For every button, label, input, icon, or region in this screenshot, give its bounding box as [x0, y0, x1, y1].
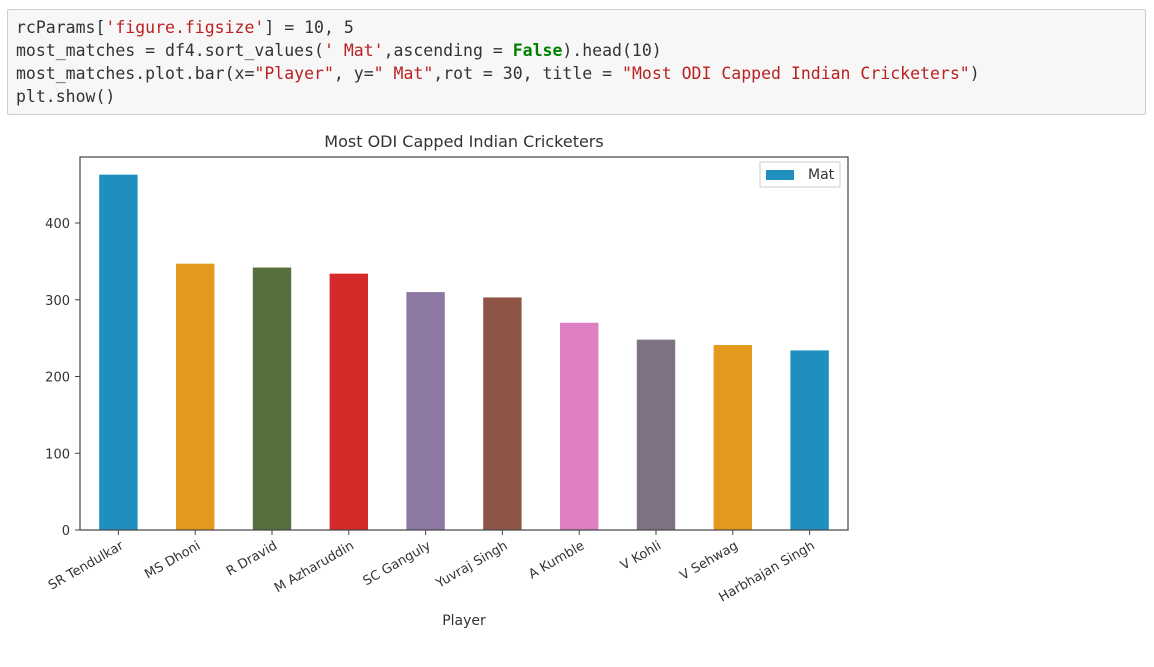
- bar-a-kumble: [560, 322, 599, 530]
- bar-ms-dhoni: [176, 263, 215, 530]
- bar-chart: Most ODI Capped Indian Cricketers 0 100 20…: [45, 132, 849, 629]
- code-token: "Most ODI Capped Indian Cricketers": [622, 64, 970, 83]
- bar-harbhajan-singh: [790, 350, 829, 530]
- plot-frame: [79, 156, 849, 531]
- bar-sc-ganguly: [406, 292, 445, 530]
- x-tick-label: V Kohli: [618, 538, 664, 573]
- y-tick-label: 100: [45, 447, 70, 462]
- chart-title: Most ODI Capped Indian Cricketers: [324, 132, 603, 151]
- y-axis: 0 100 200 300 400: [45, 217, 80, 539]
- bar-r-dravid: [252, 267, 292, 530]
- bar-v-sehwag: [713, 345, 752, 530]
- x-axis-label: Player: [442, 613, 486, 629]
- y-tick-label: 400: [45, 217, 70, 232]
- x-tick-label: M Azharuddin: [272, 538, 357, 596]
- code-cell[interactable]: rcParams['figure.figsize'] = 10, 5 most_m…: [7, 9, 1146, 115]
- bar-v-kohli: [636, 339, 676, 530]
- code-token: ,rot = 30, title =: [433, 64, 623, 83]
- x-tick-label: MS Dhoni: [142, 538, 203, 582]
- legend-box: [759, 161, 841, 188]
- code-token: most_matches.plot.bar(x=: [16, 64, 255, 83]
- y-tick-label: 300: [45, 294, 70, 309]
- code-token: 'figure.figsize': [105, 18, 265, 37]
- plot-output: Most ODI Capped Indian Cricketers 0 100 20…: [0, 122, 900, 642]
- x-tick-label: V Sehwag: [678, 538, 741, 583]
- code-line: plt.show(): [16, 85, 1145, 108]
- code-token: "Player": [254, 64, 334, 83]
- x-tick-label: SR Tendulkar: [46, 538, 127, 593]
- legend: Mat: [759, 161, 841, 188]
- bar-yuvraj-singh: [483, 297, 522, 530]
- bars-group: [99, 174, 829, 530]
- code-token: plt.show(): [16, 87, 116, 106]
- legend-swatch: [766, 170, 794, 180]
- code-token: , y=: [333, 64, 374, 83]
- code-token: ' Mat': [323, 41, 384, 60]
- code-token: ).head(10): [562, 41, 662, 60]
- code-line: most_matches = df4.sort_values(' Mat',as…: [16, 39, 1145, 62]
- code-token: ): [969, 64, 980, 83]
- code-token: " Mat": [373, 64, 434, 83]
- code-token: False: [512, 41, 563, 60]
- x-tick-label: SC Ganguly: [361, 538, 434, 589]
- bar-m-azharuddin: [329, 273, 368, 530]
- code-editor[interactable]: rcParams['figure.figsize'] = 10, 5 most_m…: [16, 16, 1145, 108]
- code-token: ] = 10, 5: [264, 18, 354, 37]
- bar-sr-tendulkar: [99, 174, 138, 530]
- y-tick-label: 0: [62, 524, 70, 539]
- x-tick-label: A Kumble: [526, 538, 587, 582]
- code-line: rcParams['figure.figsize'] = 10, 5: [16, 16, 1145, 39]
- code-line: most_matches.plot.bar(x="Player", y=" Ma…: [16, 62, 1145, 85]
- x-tick-label: Yuvraj Singh: [433, 538, 511, 592]
- code-token: most_matches = df4.sort_values(: [16, 41, 324, 60]
- legend-label: Mat: [808, 167, 835, 183]
- x-tick-label: R Dravid: [224, 538, 280, 579]
- code-token: ,ascending =: [383, 41, 513, 60]
- y-tick-label: 200: [45, 371, 70, 386]
- code-token: rcParams[: [16, 18, 106, 37]
